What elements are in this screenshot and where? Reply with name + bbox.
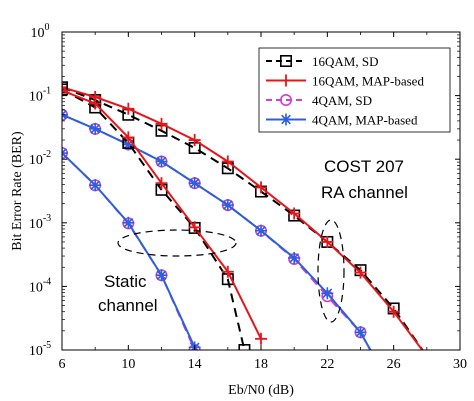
annotation-static-line1: Static bbox=[104, 272, 147, 291]
data-point bbox=[122, 131, 135, 144]
data-point bbox=[288, 207, 301, 220]
legend-label: 16QAM, MAP-based bbox=[312, 74, 424, 89]
data-point bbox=[387, 305, 400, 318]
series-1 bbox=[62, 81, 424, 350]
annotation-cost207-line1: COST 207 bbox=[324, 157, 404, 176]
data-point bbox=[255, 181, 267, 194]
y-tick-label: 10-5 bbox=[29, 340, 51, 359]
y-tick-label: 10-4 bbox=[29, 276, 51, 295]
x-tick-label: 18 bbox=[254, 357, 268, 372]
data-point bbox=[188, 177, 201, 190]
series-5 bbox=[62, 84, 267, 345]
x-tick-label: 10 bbox=[121, 357, 135, 372]
data-point bbox=[122, 102, 135, 115]
data-point bbox=[89, 179, 102, 192]
data-point bbox=[155, 155, 168, 168]
data-point bbox=[62, 81, 68, 94]
data-point bbox=[255, 332, 267, 345]
legend-label: 16QAM, SD bbox=[312, 54, 378, 69]
legend-label: 4QAM, MAP-based bbox=[312, 113, 418, 128]
x-tick-label: 22 bbox=[320, 357, 334, 372]
x-tick-label: 26 bbox=[387, 357, 401, 372]
data-point bbox=[321, 287, 334, 300]
legend-marker bbox=[280, 113, 292, 126]
data-point bbox=[321, 235, 334, 248]
static-channel-ellipse bbox=[117, 229, 237, 257]
data-point bbox=[155, 177, 168, 190]
legend-item: 16QAM, MAP-based bbox=[266, 74, 424, 89]
legend-label: 4QAM, SD bbox=[312, 93, 372, 108]
annotation-static-line2: channel bbox=[98, 296, 158, 315]
legend-item: 16QAM, SD bbox=[266, 54, 378, 69]
data-point bbox=[155, 117, 168, 130]
legend-marker bbox=[279, 54, 292, 67]
ellipse-layer bbox=[117, 219, 345, 323]
data-point bbox=[89, 97, 102, 110]
series-layer bbox=[62, 81, 424, 350]
y-tick-label: 10-2 bbox=[29, 149, 51, 168]
data-point bbox=[62, 83, 68, 96]
legend-marker bbox=[279, 94, 292, 107]
data-point bbox=[354, 266, 367, 279]
data-point bbox=[155, 269, 168, 282]
y-tick-label: 10-3 bbox=[29, 213, 51, 232]
cost207-channel-ellipse bbox=[317, 219, 345, 323]
legend-item: 4QAM, SD bbox=[266, 93, 372, 108]
data-point bbox=[255, 224, 267, 237]
data-point bbox=[188, 221, 201, 234]
data-point bbox=[221, 265, 234, 278]
data-point bbox=[288, 251, 301, 264]
x-tick-label: 30 bbox=[453, 357, 467, 372]
x-tick-label: 6 bbox=[59, 357, 66, 372]
data-point bbox=[122, 138, 135, 151]
series-3 bbox=[62, 108, 372, 350]
data-point bbox=[221, 199, 234, 212]
y-tick-label: 100 bbox=[31, 22, 50, 41]
data-point bbox=[188, 134, 201, 147]
legend: 16QAM, SD 16QAM, MAP-based 4QAM, SD 4QAM, M… bbox=[258, 47, 451, 133]
data-point bbox=[354, 326, 367, 339]
annotation-cost207-line2: RA channel bbox=[321, 183, 408, 202]
legend-items: 16QAM, SD 16QAM, MAP-based 4QAM, SD 4QAM, M… bbox=[266, 54, 424, 128]
axis-layer: 6 10 14 18 22 26 30 100 10-1 10-2 10-3 10-4 10-5 bbox=[29, 22, 467, 372]
legend-marker bbox=[280, 74, 292, 87]
data-point bbox=[122, 216, 135, 229]
x-tick-label: 14 bbox=[188, 357, 202, 372]
x-axis-label: Eb/N0 (dB) bbox=[228, 383, 294, 398]
y-tick-label: 10-1 bbox=[29, 86, 51, 105]
legend-item: 4QAM, MAP-based bbox=[266, 113, 418, 128]
series-line bbox=[62, 86, 424, 350]
data-point bbox=[221, 155, 234, 168]
data-point bbox=[62, 84, 68, 97]
data-point bbox=[89, 122, 102, 135]
y-axis-label: Bit Error Rate (BER) bbox=[10, 131, 25, 251]
